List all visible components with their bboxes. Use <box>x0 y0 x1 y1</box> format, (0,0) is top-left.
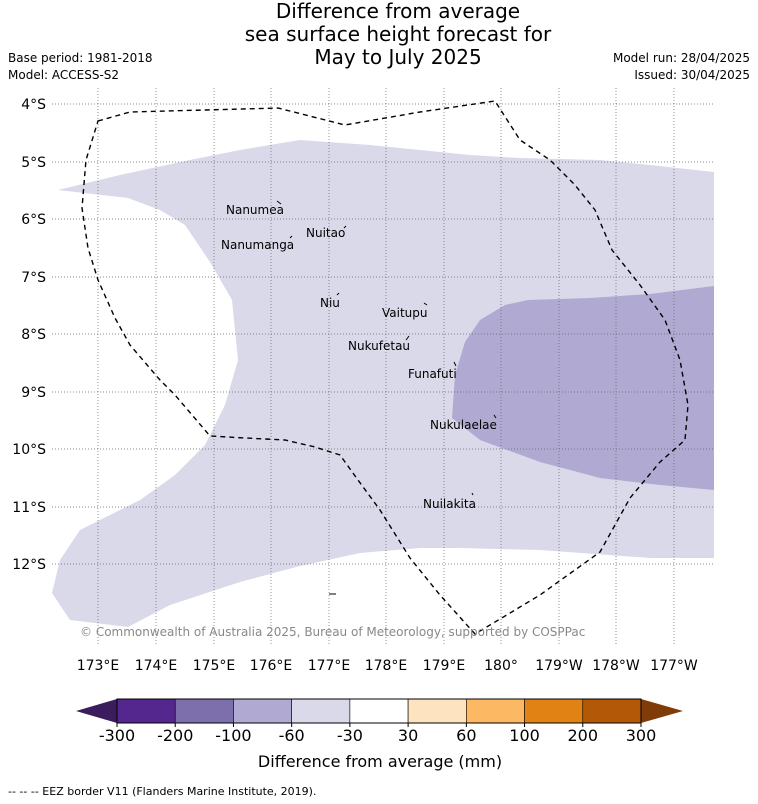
lat-label: 5°S <box>21 155 46 171</box>
title-line-2: sea surface height forecast for <box>244 22 552 46</box>
place-label: Vaitupu <box>382 306 428 320</box>
colorbar-label: Difference from average (mm) <box>258 752 502 771</box>
lat-label: 11°S <box>12 500 46 516</box>
title-line-3: May to July 2025 <box>314 45 482 69</box>
title-line-1: Difference from average <box>275 0 521 23</box>
island-marker <box>343 225 347 229</box>
island-marker <box>336 292 340 296</box>
colorbar-tick-label: 30 <box>398 726 418 745</box>
island-marker <box>405 335 410 341</box>
island-marker <box>276 200 282 205</box>
colorbar-frame <box>116 698 642 724</box>
colorbar-tick-label: -200 <box>157 726 193 745</box>
colorbar-bin <box>116 698 176 724</box>
issued-date: Issued: 30/04/2025 <box>634 68 750 82</box>
map-area <box>52 88 714 646</box>
place-labels: Nanumea Nuitao Nanumanga Niu Vaitupu Nuk… <box>221 200 497 511</box>
colorbar-bin <box>524 698 584 724</box>
lat-label: 10°S <box>12 442 46 458</box>
place-label: Nuilakita <box>423 497 476 511</box>
colorbar-tick-label: -60 <box>279 726 305 745</box>
copyright-text: © Commonwealth of Australia 2025, Bureau… <box>80 625 585 639</box>
island-marker <box>493 414 497 419</box>
lon-axis-labels: 173°E 174°E 175°E 176°E 177°E 178°E 179°… <box>77 658 698 674</box>
model-name: Model: ACCESS-S2 <box>8 68 120 82</box>
colorbar-bin <box>233 698 292 724</box>
forecast-map: © Commonwealth of Australia 2025, Bureau… <box>12 88 714 771</box>
place-label: Nanumea <box>226 203 284 217</box>
island-marker <box>289 235 293 239</box>
place-label: Nukulaelae <box>430 418 497 432</box>
place-label: Nuitao <box>306 226 345 240</box>
lon-label: 178°W <box>592 658 640 674</box>
region-minus-30-60 <box>52 140 714 627</box>
lon-label: 174°E <box>135 658 178 674</box>
island-marker <box>471 492 474 496</box>
lon-label: 177°W <box>650 658 698 674</box>
lon-label: 179°W <box>535 658 583 674</box>
colorbar-tick-label: 100 <box>509 726 540 745</box>
lon-label: 177°E <box>308 658 351 674</box>
colorbar-bin <box>582 698 642 724</box>
place-label: Funafuti <box>408 367 457 381</box>
colorbar-tick-label: -300 <box>99 726 135 745</box>
colorbar-tick-label: 60 <box>456 726 476 745</box>
colorbar: -300 -200 -100 -60 -30 30 60 100 200 300 Differen… <box>76 698 683 771</box>
lon-label: 178°E <box>365 658 408 674</box>
colorbar-bin <box>291 698 351 724</box>
place-label: Niu <box>320 296 340 310</box>
lat-label: 9°S <box>21 385 46 401</box>
lat-label: 6°S <box>21 212 46 228</box>
left-metadata: Base period: 1981-2018 Model: ACCESS-S2 <box>8 50 153 84</box>
colorbar-under-arrow <box>76 699 117 723</box>
place-label: Nanumanga <box>221 238 294 252</box>
colorbar-bin <box>407 698 467 724</box>
eez-border <box>81 100 689 635</box>
colorbar-tick-label: 300 <box>626 726 657 745</box>
eez-legend-note: -- -- -- EEZ border V11 (Flanders Marine… <box>8 785 317 798</box>
base-period: Base period: 1981-2018 <box>8 51 153 65</box>
region-minus-60-100 <box>452 286 714 490</box>
colorbar-tick-label: -100 <box>215 726 251 745</box>
colorbar-tick-label: -30 <box>337 726 363 745</box>
lat-label: 8°S <box>21 327 46 343</box>
island-marker <box>423 302 428 306</box>
lat-axis-labels: 4°S 5°S 6°S 7°S 8°S 9°S 10°S 11°S 12°S <box>12 97 46 573</box>
model-run: Model run: 28/04/2025 <box>612 51 750 65</box>
place-label: Nukufetau <box>348 339 410 353</box>
island-marker <box>453 361 457 367</box>
lon-label: 176°E <box>250 658 293 674</box>
lat-label: 7°S <box>21 270 46 286</box>
lon-label: 179°E <box>423 658 466 674</box>
graticule <box>52 88 714 646</box>
lon-label: 175°E <box>193 658 236 674</box>
lat-label: 4°S <box>21 97 46 113</box>
lon-label: 180° <box>484 658 518 674</box>
colorbar-over-arrow <box>641 699 683 723</box>
colorbar-bin <box>466 698 525 724</box>
lon-label: 173°E <box>77 658 120 674</box>
lat-label: 12°S <box>12 557 46 573</box>
right-metadata: Model run: 28/04/2025 Issued: 30/04/2025 <box>613 50 750 84</box>
colorbar-bin <box>349 698 409 724</box>
colorbar-tick-label: 200 <box>568 726 599 745</box>
map-title: Difference from average sea surface heig… <box>150 0 646 69</box>
colorbar-bin <box>174 698 234 724</box>
